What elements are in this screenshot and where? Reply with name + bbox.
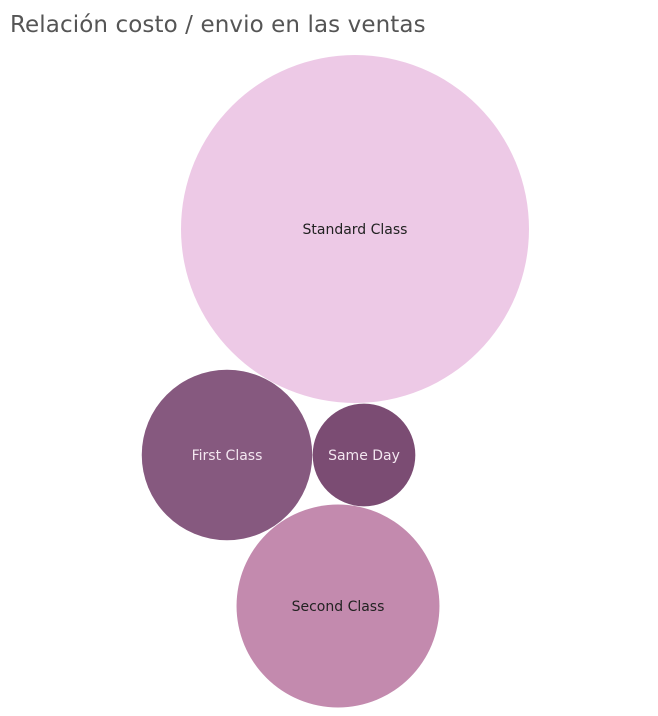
chart-title: Relación costo / envio en las ventas [10, 12, 426, 38]
bubble-first-class[interactable] [141, 369, 313, 541]
bubble-label-standard-class: Standard Class [303, 222, 408, 238]
bubble-label-first-class: First Class [192, 448, 263, 464]
bubble-standard-class[interactable] [181, 55, 529, 403]
bubble-label-second-class: Second Class [292, 599, 385, 615]
bubble-label-same-day: Same Day [328, 448, 400, 464]
bubble-same-day[interactable] [312, 403, 416, 507]
bubble-second-class[interactable] [236, 504, 440, 708]
